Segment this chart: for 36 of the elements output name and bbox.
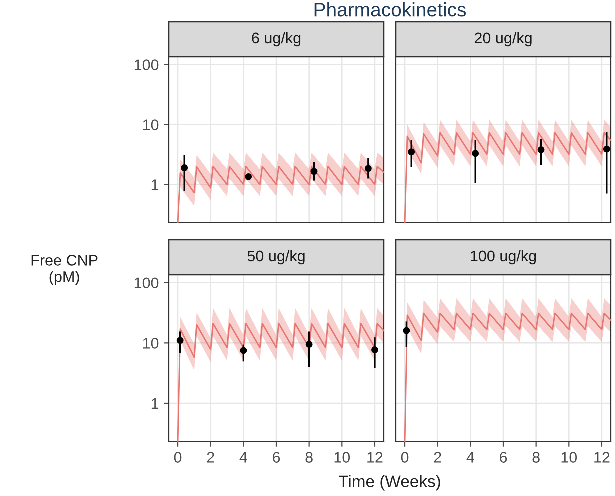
point — [372, 346, 378, 354]
x-tick-label: 8 — [532, 452, 540, 463]
x-tick-label: 6 — [273, 452, 280, 463]
chart-title: 20 ug/kg — [474, 32, 532, 47]
y-tick-label: 10 — [143, 338, 159, 349]
x-tick-label: 4 — [466, 452, 474, 463]
y-tick-label: 1 — [152, 180, 159, 190]
chart-title: 100 ug/kg — [471, 250, 536, 265]
x-tick-label: 8 — [306, 452, 313, 463]
x-tick-label: 4 — [240, 452, 248, 463]
point — [310, 168, 318, 176]
point — [240, 347, 248, 354]
y-axis-title: Free CNP (pM) — [32, 255, 98, 286]
y-tick-label: 100 — [134, 60, 159, 70]
text: Pharmacokinetics — [314, 2, 466, 17]
chart-title: 6 ug/kg — [252, 32, 301, 47]
x-tick-label: 12 — [368, 452, 383, 463]
x-tick-label: 2 — [207, 452, 214, 463]
x-axis-title: Time (Weeks) — [338, 475, 440, 491]
x-tick-label: 6 — [500, 452, 508, 463]
chart-title: 50 ug/kg — [248, 250, 305, 265]
point — [181, 164, 188, 172]
x-tick-label: 10 — [562, 452, 578, 463]
point — [176, 337, 184, 344]
line-series — [177, 166, 384, 223]
x-tick-label: 10 — [334, 452, 350, 463]
y-tick-label: 10 — [143, 120, 159, 130]
point — [245, 173, 252, 180]
x-tick-label: 12 — [594, 452, 610, 463]
y-tick-label: 1 — [152, 398, 159, 410]
x-tick-label: 0 — [174, 452, 182, 463]
x-tick-label: 2 — [434, 452, 442, 463]
point — [306, 341, 313, 348]
y-tick-label: 100 — [134, 278, 159, 289]
x-tick-label: 0 — [401, 452, 409, 463]
point — [364, 165, 372, 172]
